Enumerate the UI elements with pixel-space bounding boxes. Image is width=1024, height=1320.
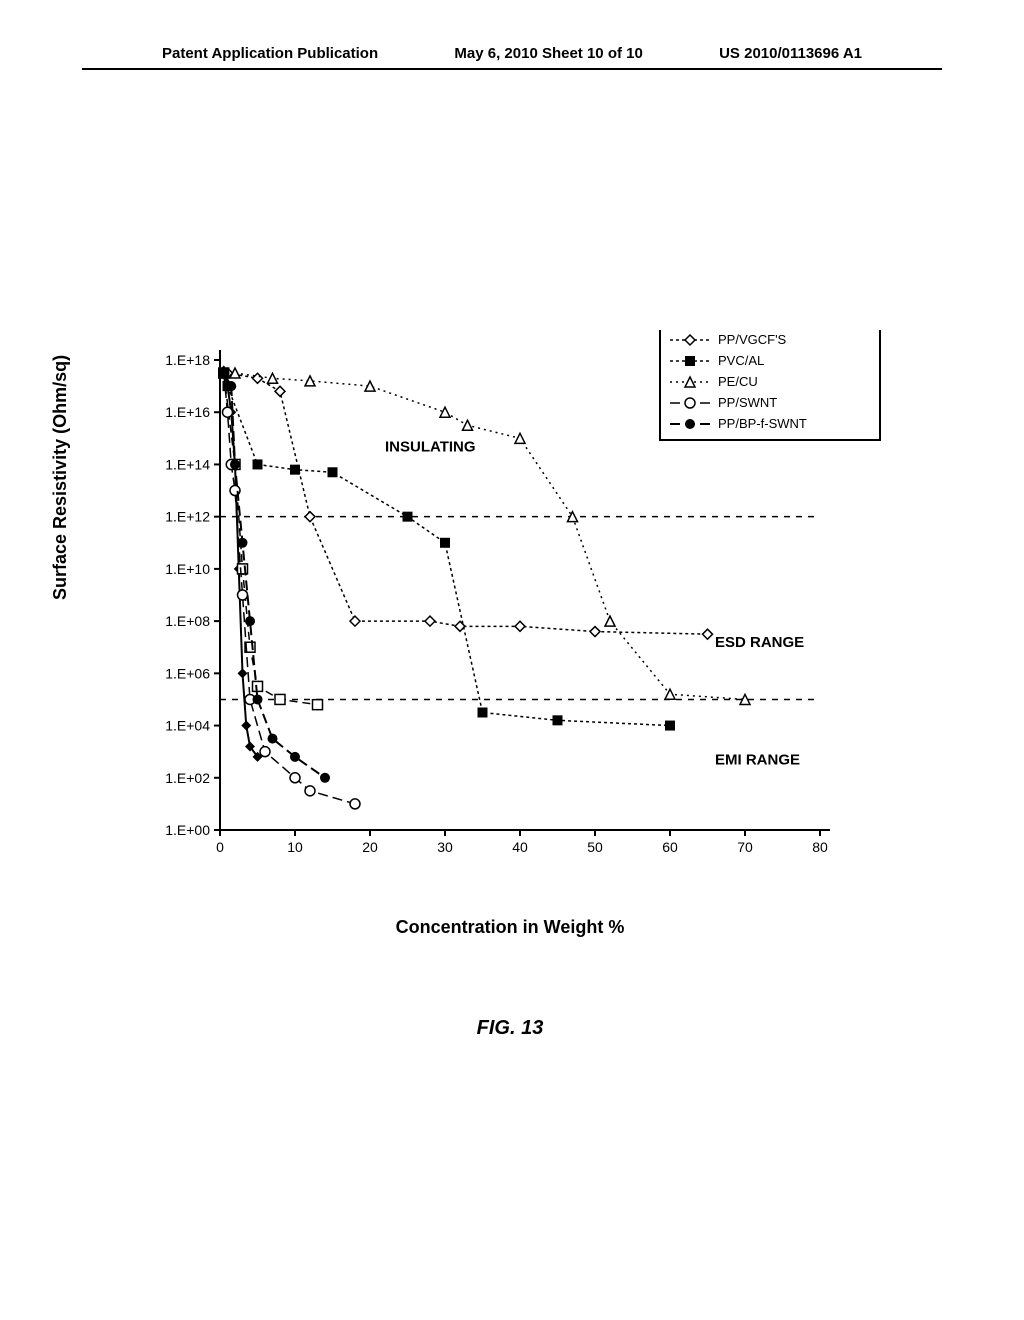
figure-caption: FIG. 13 xyxy=(100,1017,920,1040)
svg-text:80: 80 xyxy=(812,839,828,855)
svg-text:40: 40 xyxy=(512,839,528,855)
svg-text:10: 10 xyxy=(287,839,303,855)
svg-text:1.E+14: 1.E+14 xyxy=(165,456,210,472)
header-left: Patent Application Publication xyxy=(162,45,378,62)
svg-text:1.E+02: 1.E+02 xyxy=(165,770,210,786)
header-center: May 6, 2010 Sheet 10 of 10 xyxy=(454,45,642,62)
svg-text:20: 20 xyxy=(362,839,378,855)
svg-text:1.E+04: 1.E+04 xyxy=(165,718,210,734)
svg-text:PP/VGCF'S: PP/VGCF'S xyxy=(718,332,787,347)
svg-text:30: 30 xyxy=(437,839,453,855)
svg-text:1.E+10: 1.E+10 xyxy=(165,561,210,577)
svg-text:1.E+18: 1.E+18 xyxy=(165,352,210,368)
svg-text:PE/CU: PE/CU xyxy=(718,374,758,389)
svg-text:1.E+08: 1.E+08 xyxy=(165,613,210,629)
svg-text:50: 50 xyxy=(587,839,603,855)
svg-text:1.E+12: 1.E+12 xyxy=(165,509,210,525)
figure-13: Surface Resistivity (Ohm/sq) Concentrati… xyxy=(100,330,920,890)
svg-text:0: 0 xyxy=(216,839,224,855)
svg-text:1.E+00: 1.E+00 xyxy=(165,822,210,838)
svg-text:INSULATING: INSULATING xyxy=(385,438,476,455)
svg-text:PP/SWNT: PP/SWNT xyxy=(718,395,777,410)
resistivity-chart: 1.E+00 1.E+02 1.E+04 1.E+06 1.E+08 1.E+10 1.E+… xyxy=(100,330,920,890)
svg-text:1.E+06: 1.E+06 xyxy=(165,665,210,681)
svg-text:EMI RANGE: EMI RANGE xyxy=(715,752,800,769)
header-right: US 2010/0113696 A1 xyxy=(719,45,862,62)
x-axis-label: Concentration in Weight % xyxy=(100,917,920,938)
svg-text:1.E+16: 1.E+16 xyxy=(165,404,210,420)
svg-text:ESD RANGE: ESD RANGE xyxy=(715,634,804,651)
svg-text:60: 60 xyxy=(662,839,678,855)
y-axis-label: Surface Resistivity (Ohm/sq) xyxy=(50,355,71,600)
svg-text:PP/BP-f-SWNT: PP/BP-f-SWNT xyxy=(718,416,807,431)
page-header: Patent Application Publication May 6, 20… xyxy=(82,45,942,70)
svg-text:70: 70 xyxy=(737,839,753,855)
svg-text:PVC/AL: PVC/AL xyxy=(718,353,764,368)
